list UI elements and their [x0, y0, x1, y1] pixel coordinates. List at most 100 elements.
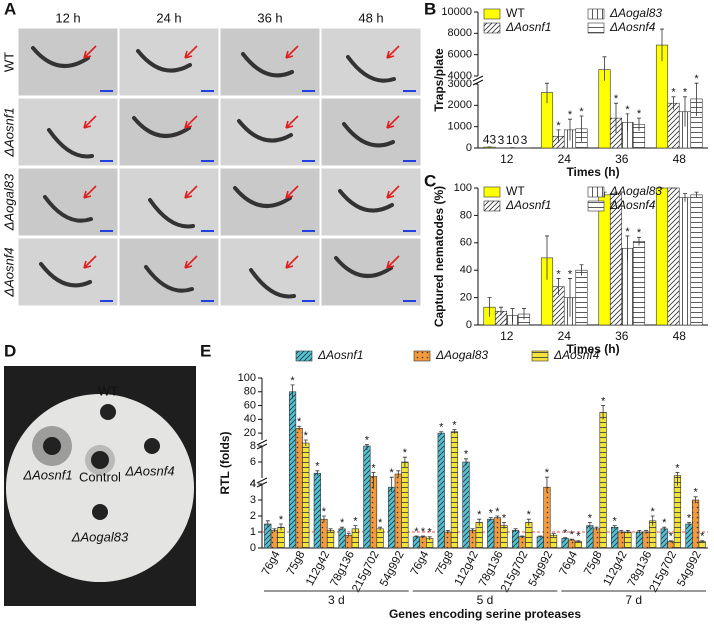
panel-label: B	[424, 0, 436, 18]
error-bar	[346, 533, 351, 537]
bar	[345, 534, 353, 549]
y-tick-label: 20	[244, 427, 256, 439]
significance-marker: *	[464, 449, 469, 461]
bar	[575, 269, 588, 326]
y-tick-label: 80	[460, 209, 472, 221]
x-axis-title: Times (h)	[566, 342, 619, 356]
y-tick-label: 100	[454, 182, 472, 194]
spot	[92, 504, 108, 520]
bar	[624, 531, 632, 549]
y-tick-label: 4	[250, 478, 256, 490]
plate	[6, 394, 194, 582]
nematode	[346, 55, 396, 83]
error-bar	[396, 470, 401, 478]
y-tick-label: 3	[250, 494, 256, 506]
panel-label: C	[424, 171, 436, 190]
y-tick-label: 8000	[448, 27, 472, 39]
error-bar	[290, 384, 295, 399]
bar	[419, 536, 427, 549]
x-tick-label: 75g8	[582, 549, 605, 577]
arrow	[386, 185, 400, 199]
significance-marker: *	[489, 508, 494, 520]
nematode	[334, 256, 393, 278]
bar	[264, 523, 272, 549]
legend-label: ΔAosnf4	[609, 198, 656, 212]
significance-marker: *	[614, 93, 619, 105]
row-label: ΔAosnf1	[1, 107, 16, 157]
significance-marker: *	[371, 462, 376, 474]
arrow	[83, 115, 97, 129]
plate-label: ΔAosnf4	[124, 463, 174, 478]
micrograph	[219, 237, 321, 307]
significance-marker: *	[527, 509, 532, 521]
micrograph	[320, 97, 422, 167]
error-bar	[551, 533, 556, 537]
arrow	[184, 115, 198, 129]
significance-marker: *	[671, 87, 676, 99]
spot	[144, 438, 160, 454]
nematode	[47, 128, 94, 159]
legend-label: WT	[506, 6, 525, 20]
plate-label: ΔAosnf1	[22, 467, 72, 482]
bar	[599, 412, 607, 549]
significance-marker: *	[403, 447, 408, 459]
bar	[487, 518, 495, 549]
bar	[511, 530, 520, 549]
error-bar	[328, 528, 333, 532]
y-tick-label: 6	[250, 456, 256, 468]
significance-marker: *	[693, 487, 698, 499]
legend-swatch	[587, 186, 605, 198]
y-tick-label: 40	[460, 264, 472, 276]
x-tick-label: 75g8	[285, 549, 308, 577]
x-tick-label: 24	[558, 329, 572, 343]
nematode	[148, 198, 195, 229]
legend-label: ΔAosnf4	[553, 348, 600, 362]
legend-swatch	[413, 350, 431, 362]
bar	[270, 530, 278, 549]
x-tick-label: 48	[673, 329, 687, 343]
plate-label: Control	[79, 469, 121, 484]
arrow	[83, 255, 97, 269]
error-bar	[364, 444, 369, 450]
error-bar	[439, 431, 444, 435]
error-bar	[687, 522, 692, 526]
significance-marker: *	[502, 512, 507, 524]
column-header: 24 h	[156, 10, 181, 25]
bar	[685, 523, 693, 549]
y-tick-label: 60	[244, 399, 256, 411]
error-bar	[265, 520, 270, 528]
x-axis-title: Genes encoding serine proteases	[389, 607, 581, 621]
significance-marker: *	[637, 108, 642, 120]
column-header: 36 h	[257, 10, 282, 25]
y-tick-label: 2000	[448, 99, 472, 111]
column-header: 12 h	[55, 10, 80, 25]
significance-marker: *	[414, 526, 419, 538]
y-tick-label: 1	[250, 526, 256, 538]
y-tick-label: 20	[460, 292, 472, 304]
error-bar	[683, 193, 687, 202]
legend-swatch	[483, 22, 501, 34]
y-tick-label: 10000	[441, 6, 472, 18]
nematode	[43, 195, 93, 223]
micrograph	[118, 97, 220, 167]
legend-label: ΔAogal83	[609, 184, 662, 198]
error-bar	[625, 113, 630, 131]
bar	[655, 187, 669, 326]
x-tick-label: 24	[558, 152, 572, 166]
y-tick-label: 2	[250, 510, 256, 522]
micrograph	[118, 27, 220, 97]
x-tick-label: 12	[500, 152, 514, 166]
x-tick-label: 54g992	[527, 549, 556, 589]
error-bar	[510, 308, 515, 323]
error-bar	[693, 496, 698, 504]
micrograph	[17, 167, 119, 237]
axis-break	[472, 75, 484, 86]
y-tick-label: 0	[250, 542, 256, 554]
significance-marker: *	[694, 73, 699, 85]
significance-marker: *	[452, 420, 457, 432]
bar	[692, 499, 700, 549]
error-bar	[614, 102, 618, 134]
significance-marker: *	[579, 106, 584, 118]
error-bar	[522, 308, 526, 320]
